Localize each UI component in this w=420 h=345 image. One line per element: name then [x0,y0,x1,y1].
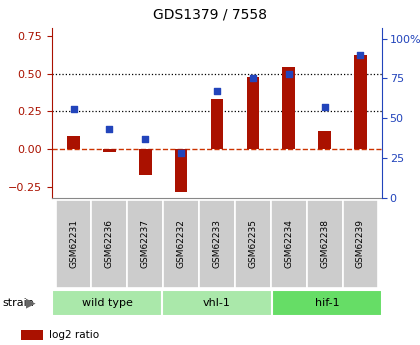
Bar [283,68,295,149]
Bar [271,200,307,288]
Text: GSM62236: GSM62236 [105,219,114,268]
Bar [211,99,223,149]
Text: GSM62231: GSM62231 [69,219,78,268]
Point [357,52,364,57]
Point [142,136,149,142]
Bar [247,77,259,149]
Text: ▶: ▶ [26,296,36,309]
Bar [139,149,152,175]
Bar [175,149,187,192]
Bar [163,200,199,288]
Bar [343,200,378,288]
Bar [199,200,235,288]
Text: GSM62232: GSM62232 [177,219,186,268]
Point [178,151,184,156]
Point [106,127,113,132]
Bar [318,131,331,149]
Bar [67,136,80,149]
Point [321,105,328,110]
Text: GSM62239: GSM62239 [356,219,365,268]
Text: GSM62235: GSM62235 [248,219,257,268]
Bar [272,289,382,316]
Text: GDS1379 / 7558: GDS1379 / 7558 [153,8,267,22]
Text: GSM62234: GSM62234 [284,219,293,268]
Text: GSM62237: GSM62237 [141,219,150,268]
Bar [21,330,42,340]
Bar [103,149,116,152]
Text: hif-1: hif-1 [315,298,339,308]
Bar [354,55,367,149]
Point [70,106,77,111]
Text: wild type: wild type [81,298,132,308]
Text: vhl-1: vhl-1 [203,298,231,308]
Text: strain: strain [2,298,34,308]
Bar [127,200,163,288]
Bar [307,200,343,288]
Bar [235,200,271,288]
Text: log2 ratio: log2 ratio [49,330,99,340]
Text: GSM62233: GSM62233 [213,219,221,268]
Text: GSM62238: GSM62238 [320,219,329,268]
Point [214,88,220,94]
Point [249,76,256,81]
Bar [162,289,272,316]
Bar [92,200,127,288]
Bar [55,200,92,288]
Bar [52,289,162,316]
Point [285,71,292,77]
